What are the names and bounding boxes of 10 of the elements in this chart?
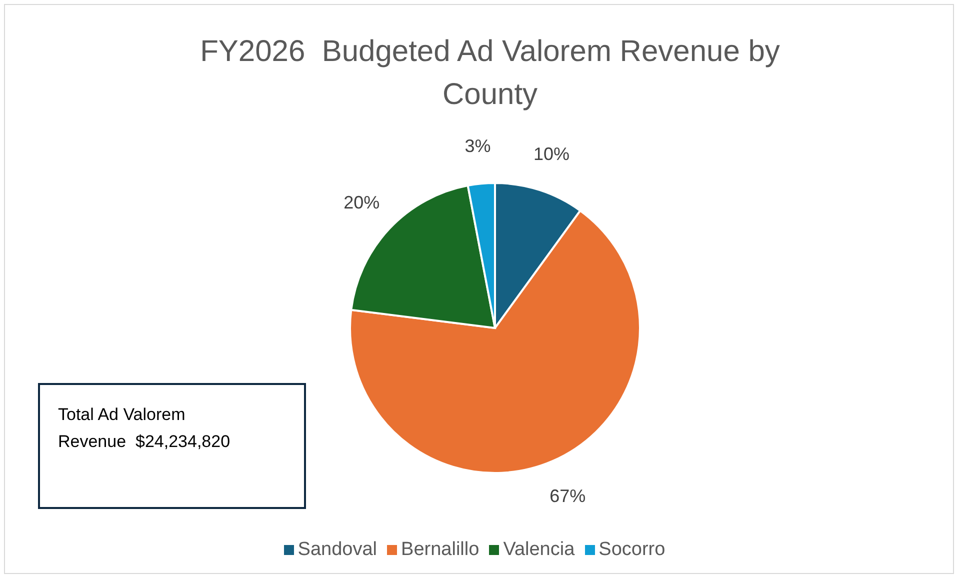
chart-title: FY2026 Budgeted Ad Valorem Revenue by County (199, 34, 781, 113)
data-label: 20% (344, 192, 380, 213)
data-label: 67% (550, 486, 586, 506)
text: Total Ad Valorem Revenue $24,234,820 (58, 404, 232, 453)
legend-label: Socorro (598, 539, 666, 560)
legend-label: Valencia (503, 539, 575, 560)
data-label: 10% (534, 144, 570, 164)
legend-label: Bernalillo (401, 539, 480, 560)
data-label: 3% (464, 136, 491, 156)
legend-label: Sandoval (298, 539, 378, 560)
